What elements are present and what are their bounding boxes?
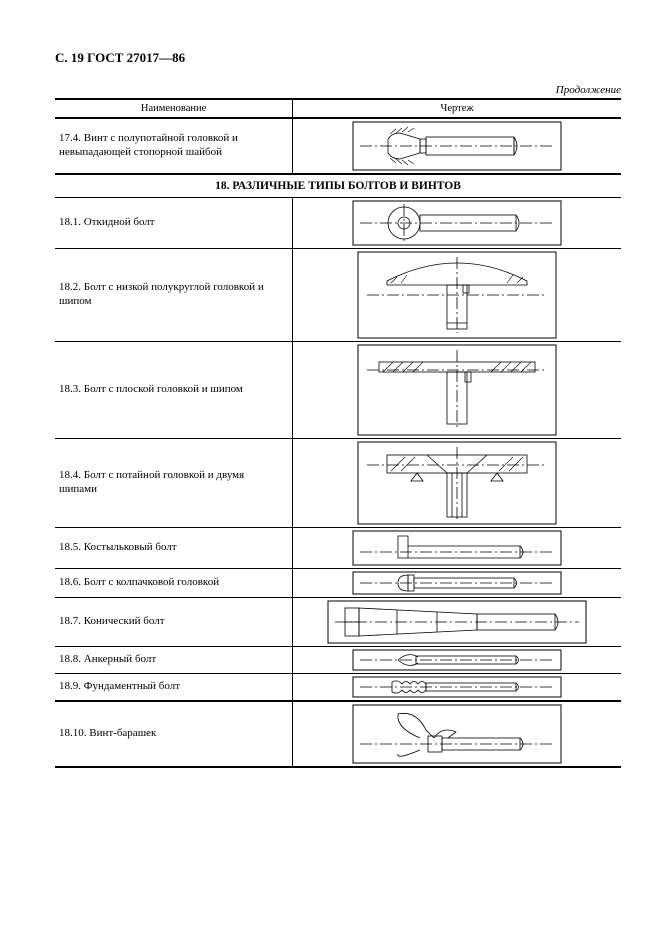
row-label: 17.4. Винт с полупотайной головкой и нев… [55,118,293,174]
row-drawing [293,249,621,342]
page-header: С. 19 ГОСТ 27017—86 [55,50,621,66]
row-drawing [293,598,621,647]
row-drawing [293,118,621,174]
row-label: 18.3. Болт с плоской головкой и шипом [55,342,293,439]
row-drawing [293,439,621,528]
section-header-row: 18. РАЗЛИЧНЫЕ ТИПЫ БОЛТОВ И ВИНТОВ [55,174,621,198]
row-drawing [293,342,621,439]
column-header-name: Наименование [55,99,293,118]
row-drawing [293,647,621,674]
row-drawing [293,674,621,702]
fastener-table: Наименование Чертеж 17.4. Винт с полупот… [55,98,621,768]
row-label: 18.10. Винт-барашек [55,701,293,767]
row-drawing [293,569,621,598]
table-row: 18.10. Винт-барашек [55,701,621,767]
row-label: 18.4. Болт с потайной головкой и двумя ш… [55,439,293,528]
continuation-label: Продолжение [55,84,621,96]
row-label: 18.8. Анкерный болт [55,647,293,674]
column-header-drawing: Чертеж [293,99,621,118]
table-row: 18.4. Болт с потайной головкой и двумя ш… [55,439,621,528]
section-title: 18. РАЗЛИЧНЫЕ ТИПЫ БОЛТОВ И ВИНТОВ [55,174,621,198]
row-label: 18.1. Откидной болт [55,198,293,249]
row-drawing [293,198,621,249]
row-label: 18.9. Фундаментный болт [55,674,293,702]
row-drawing [293,701,621,767]
table-row: 18.7. Конический болт [55,598,621,647]
row-label: 18.2. Болт с низкой полукруглой головкой… [55,249,293,342]
row-label: 18.6. Болт с колпачковой головкой [55,569,293,598]
table-row: 18.3. Болт с плоской головкой и шипом [55,342,621,439]
table-row: 18.1. Откидной болт [55,198,621,249]
row-drawing [293,528,621,569]
table-row: 18.6. Болт с колпачковой головкой [55,569,621,598]
table-row: 18.8. Анкерный болт [55,647,621,674]
table-row: 18.9. Фундаментный болт [55,674,621,702]
table-row: 18.5. Костыльковый болт [55,528,621,569]
document-page: С. 19 ГОСТ 27017—86 Продолжение Наименов… [0,0,661,936]
row-label: 18.7. Конический болт [55,598,293,647]
row-label: 18.5. Костыльковый болт [55,528,293,569]
table-row: 18.2. Болт с низкой полукруглой головкой… [55,249,621,342]
table-row: 17.4. Винт с полупотайной головкой и нев… [55,118,621,174]
